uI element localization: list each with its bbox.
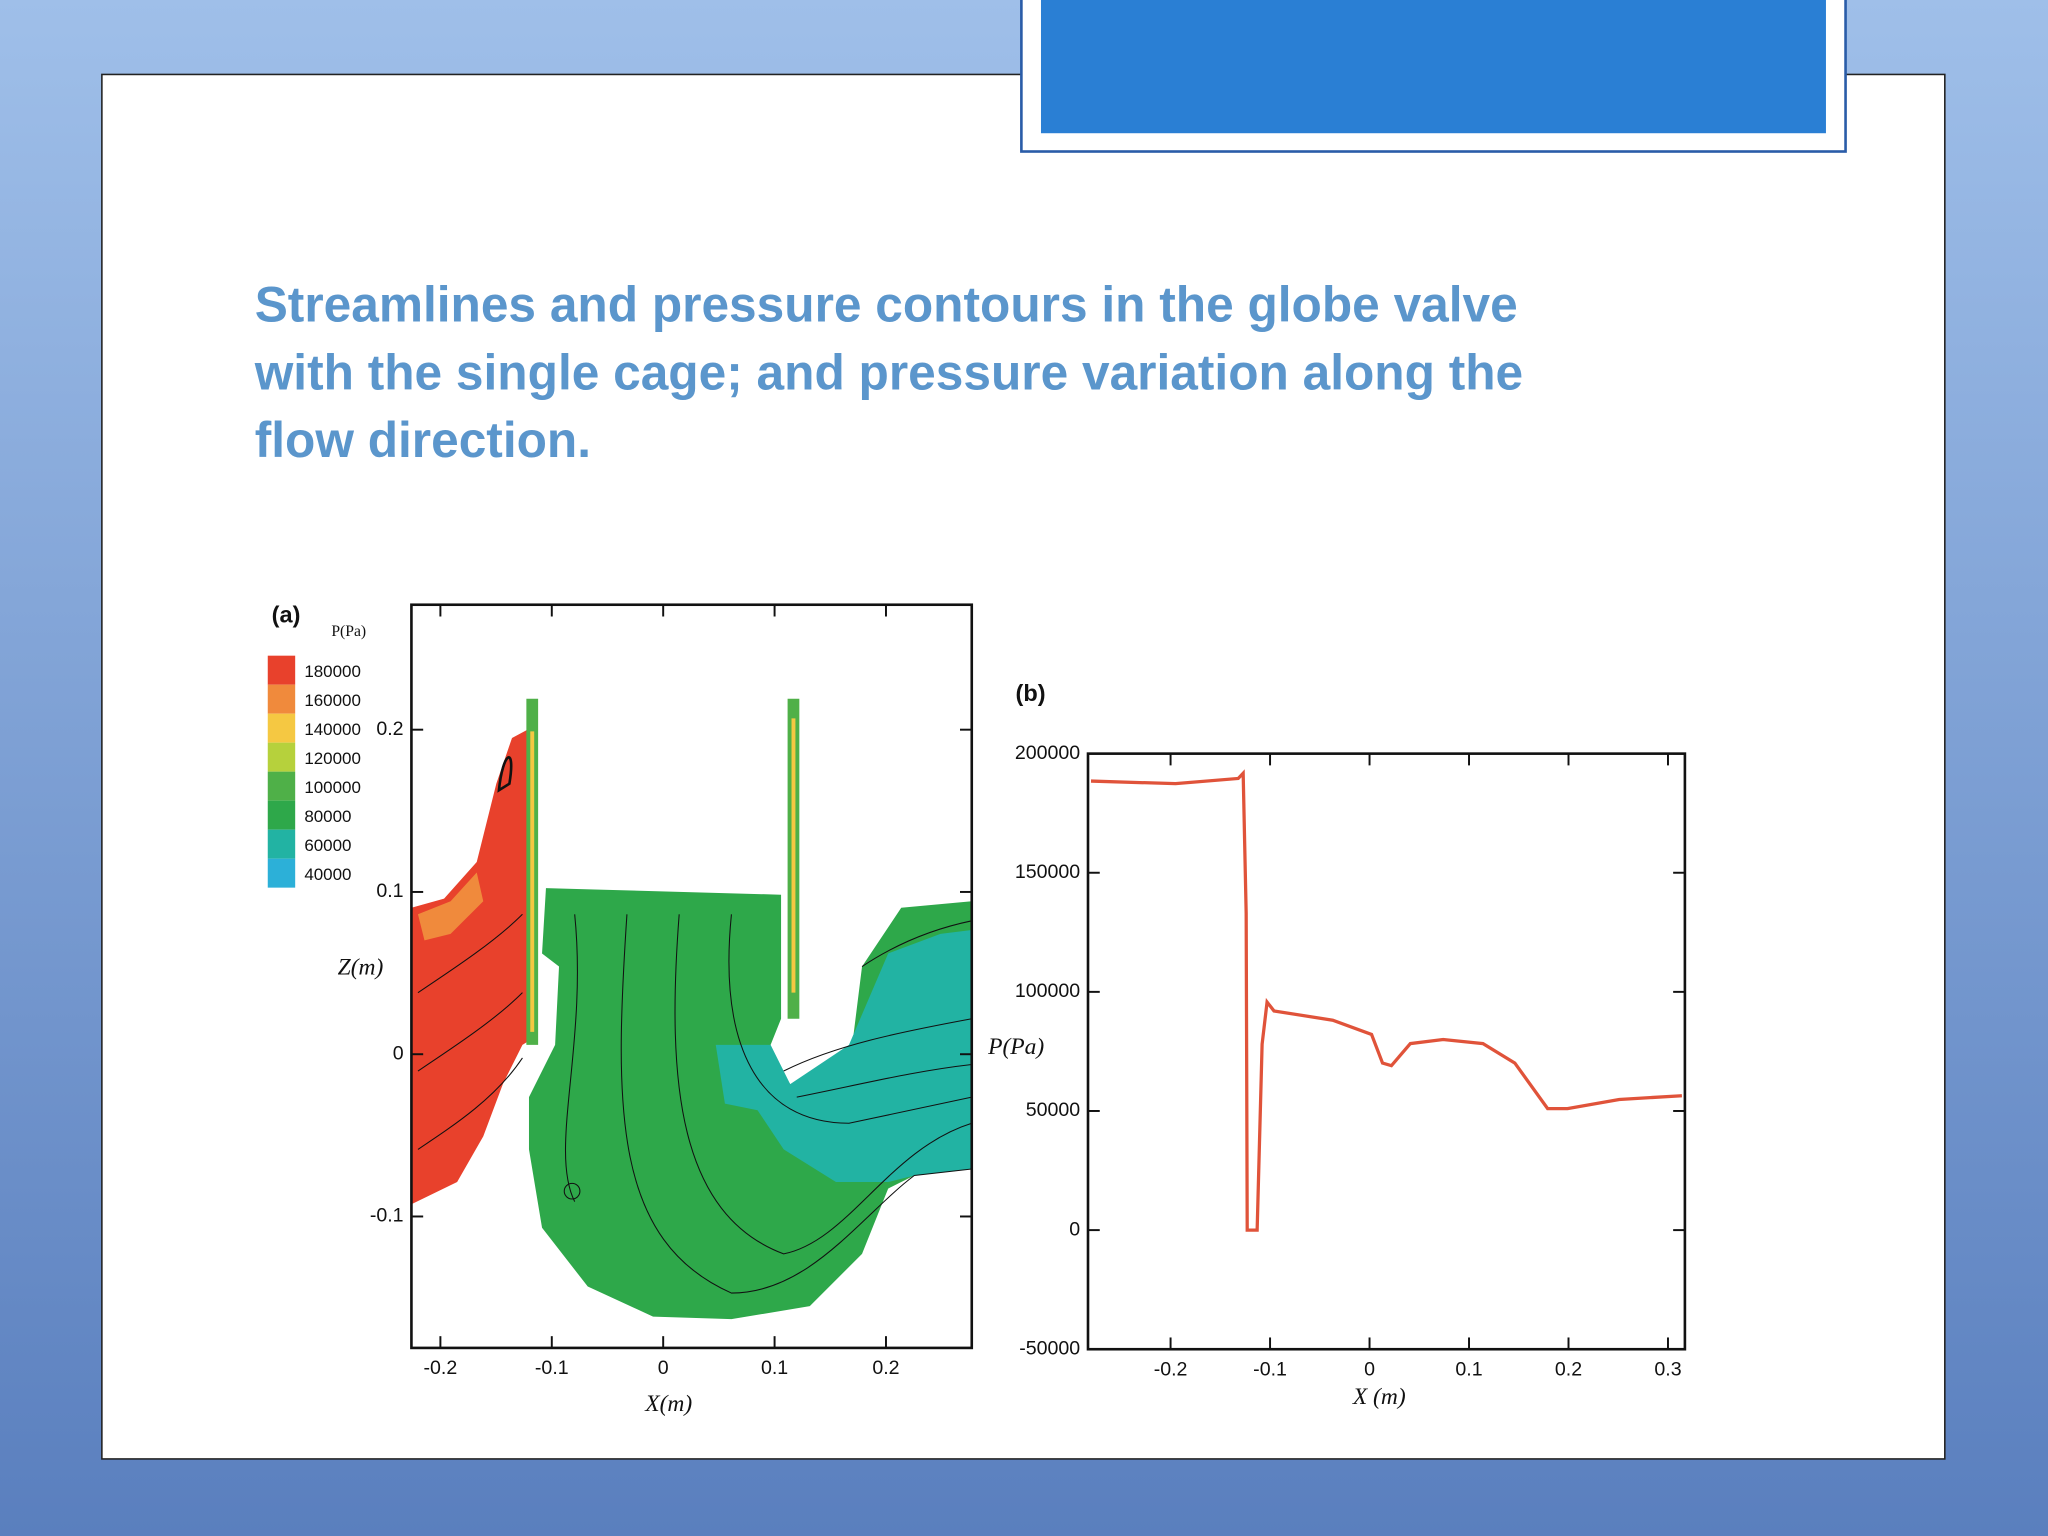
streamline	[796, 1063, 972, 1098]
legend-swatch	[267, 800, 296, 830]
legend-label: 60000	[304, 836, 351, 855]
legend-swatch	[267, 829, 296, 859]
x-tick-label: 0.3	[1654, 1358, 1681, 1380]
vortex	[563, 1182, 581, 1200]
plot-frame	[1086, 752, 1687, 1351]
legend-label: 160000	[304, 691, 361, 710]
data-line	[1090, 769, 1682, 1232]
contour-region	[530, 731, 535, 1032]
contour-region	[417, 872, 484, 941]
plot-area	[1088, 753, 1685, 1350]
legend-swatch	[267, 713, 296, 743]
y-tick-label: 50000	[1026, 1099, 1081, 1121]
x-tick-label: -0.2	[1154, 1358, 1188, 1380]
contour-region	[411, 728, 533, 1205]
y-axis-label: P(Pa)	[987, 1034, 1044, 1060]
legend-title: P(Pa)	[331, 623, 366, 640]
y-tick-label: -50000	[1019, 1337, 1080, 1359]
contour-region	[791, 718, 796, 993]
x-tick-label: -0.1	[1253, 1358, 1287, 1380]
streamline	[783, 1018, 972, 1072]
streamline	[674, 914, 972, 1255]
x-tick-label: 0.1	[761, 1357, 788, 1379]
x-axis-label: X (m)	[1352, 1384, 1406, 1410]
vortex	[497, 756, 513, 793]
title-line: with the single cage; and pressure varia…	[254, 344, 1523, 400]
y-tick-label: 0.2	[376, 718, 403, 740]
x-tick-label: 0.1	[1455, 1358, 1482, 1380]
y-tick-label: 100000	[1015, 980, 1080, 1002]
legend-label: 40000	[304, 865, 351, 884]
streamline	[565, 914, 578, 1202]
legend-swatch	[267, 858, 296, 888]
plot-frame	[410, 603, 974, 1350]
streamline	[417, 1057, 523, 1150]
legend-label: 120000	[304, 749, 361, 768]
slide-title: Streamlines and pressure contours in the…	[254, 276, 1523, 468]
legend-swatch	[267, 684, 296, 714]
streamline	[861, 920, 972, 967]
streamline	[728, 914, 972, 1124]
y-tick-label: -0.1	[370, 1205, 404, 1227]
panel-label: (a)	[272, 602, 301, 628]
y-tick-label: 0	[1069, 1218, 1080, 1240]
legend-label: 100000	[304, 778, 361, 797]
contour-region	[715, 929, 972, 1183]
contour-field	[411, 698, 972, 1320]
x-tick-label: -0.1	[535, 1357, 569, 1379]
title-line: Streamlines and pressure contours in the…	[255, 276, 1518, 332]
y-tick-label: 0.1	[376, 880, 403, 902]
x-tick-label: 0.2	[1555, 1358, 1582, 1380]
y-tick-label: 150000	[1015, 861, 1080, 883]
x-tick-label: 0.2	[872, 1357, 899, 1379]
streamline	[620, 914, 972, 1294]
legend-label: 80000	[304, 807, 351, 826]
panel-label: (b)	[1016, 680, 1046, 706]
streamline	[417, 913, 523, 994]
y-axis-label: Z(m)	[338, 955, 384, 981]
legend-label: 140000	[304, 720, 361, 739]
x-axis-label: X(m)	[644, 1391, 692, 1417]
x-tick-label: 0	[658, 1357, 669, 1379]
y-tick-label: 0	[393, 1042, 404, 1064]
legend-swatch	[267, 655, 296, 685]
x-tick-label: 0	[1364, 1358, 1375, 1380]
title-line: flow direction.	[255, 412, 591, 468]
x-tick-label: -0.2	[424, 1357, 458, 1379]
legend-swatch	[267, 742, 296, 772]
header-band	[1040, 0, 1826, 134]
legend-swatch	[267, 771, 296, 801]
y-tick-label: 200000	[1015, 742, 1080, 764]
streamline	[417, 992, 523, 1072]
legend-label: 180000	[304, 662, 361, 681]
streamlines	[417, 756, 972, 1294]
